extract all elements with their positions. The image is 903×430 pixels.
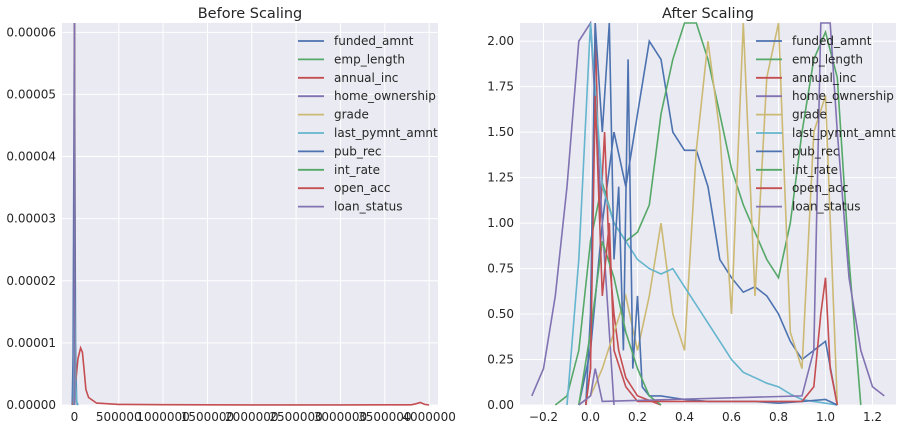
y-tick-label: 0.00002: [6, 274, 56, 288]
y-tick-label: 0.75: [487, 262, 514, 276]
legend-item-label: funded_amnt: [792, 34, 872, 48]
legend-item-label: grade: [334, 108, 369, 122]
x-tick-label: −0.2: [529, 410, 558, 424]
left-ticks: 0 500000100000015000002000000250000030000…: [6, 25, 455, 424]
y-tick-label: 0.00001: [6, 336, 56, 350]
legend-item-label: loan_status: [792, 200, 861, 214]
series-line-home-ownership: [531, 20, 615, 406]
right-chart-title: After Scaling: [662, 6, 754, 22]
y-tick-label: 1.75: [487, 80, 514, 94]
right-curves: [531, 20, 885, 406]
series-line-int-rate: [578, 241, 662, 406]
legend-item-label: funded_amnt: [334, 34, 414, 48]
series-line-last-pymnt-amnt: [566, 22, 838, 406]
x-tick-label: 4000000: [402, 410, 455, 424]
x-tick-label: 2500000: [269, 410, 322, 424]
x-tick-label: 0.6: [722, 410, 741, 424]
x-tick-label: 2000000: [225, 410, 278, 424]
legend-item-label: home_ownership: [792, 89, 894, 103]
legend-item-label: pub_rec: [792, 144, 840, 158]
y-tick-label: 0.00005: [6, 87, 56, 101]
series-line-annual-inc: [71, 345, 430, 406]
legend-item-label: open_acc: [792, 181, 849, 195]
series-line-loan-status: [578, 22, 885, 406]
x-tick-label: 3500000: [358, 410, 411, 424]
x-tick-label: 0: [71, 410, 79, 424]
x-tick-label: 0.4: [675, 410, 694, 424]
y-tick-label: 1.25: [487, 171, 514, 185]
legend-item-label: emp_length: [334, 52, 405, 66]
legend-item-label: loan_status: [334, 200, 403, 214]
right-legend: funded_amnt emp_length annual_inc home_owne…: [756, 34, 896, 214]
legend-item-label: emp_length: [792, 52, 863, 66]
x-tick-label: 1000000: [136, 410, 189, 424]
left-legend: funded_amnt emp_length annual_inc home_owne…: [298, 34, 438, 214]
legend-item-label: pub_rec: [334, 144, 382, 158]
left-curves: [71, 22, 430, 406]
y-tick-label: 0.00000: [6, 398, 56, 412]
y-tick-label: 0.00003: [6, 212, 56, 226]
x-tick-label: 1.0: [816, 410, 835, 424]
legend-item-label: annual_inc: [334, 71, 398, 85]
x-tick-label: 1500000: [181, 410, 234, 424]
legend-item-label: int_rate: [792, 163, 838, 177]
y-tick-label: 0.00: [487, 398, 514, 412]
right-panel: −0.2 0.0 0.2 0.4 0.6 0.8 1.0 1.2 0.00 0.25 0.50 0.7…: [487, 6, 896, 424]
series-line-pub-rec: [585, 22, 838, 406]
legend-item-label: home_ownership: [334, 89, 436, 103]
legend-item-label: open_acc: [334, 181, 391, 195]
y-tick-label: 1.50: [487, 125, 514, 139]
y-tick-label: 2.00: [487, 34, 514, 48]
series-line-funded-amnt: [578, 39, 839, 406]
left-chart-title: Before Scaling: [198, 6, 303, 22]
legend-item-label: last_pymnt_amnt: [334, 126, 438, 140]
legend-item-label: annual_inc: [792, 71, 856, 85]
y-tick-label: 0.00004: [6, 150, 56, 164]
x-tick-label: 0.2: [628, 410, 647, 424]
left-plot-background: [62, 23, 438, 405]
y-tick-label: 0.00006: [6, 25, 56, 39]
x-tick-label: 500000: [96, 410, 142, 424]
x-tick-label: 1.2: [863, 410, 882, 424]
y-tick-label: 1.00: [487, 216, 514, 230]
series-line-open-acc: [585, 95, 839, 406]
legend-item-label: grade: [792, 108, 827, 122]
right-ticks: −0.2 0.0 0.2 0.4 0.6 0.8 1.0 1.2 0.00 0.25 0.50 0.7…: [487, 34, 882, 424]
legend-item-label: last_pymnt_amnt: [792, 126, 896, 140]
x-tick-label: 3000000: [314, 410, 367, 424]
y-tick-label: 0.25: [487, 353, 514, 367]
x-tick-label: 0.8: [769, 410, 788, 424]
legend-item-label: int_rate: [334, 163, 380, 177]
y-tick-label: 0.50: [487, 307, 514, 321]
left-panel: 0 500000100000015000002000000250000030000…: [6, 6, 455, 424]
x-tick-label: 0.0: [581, 410, 600, 424]
